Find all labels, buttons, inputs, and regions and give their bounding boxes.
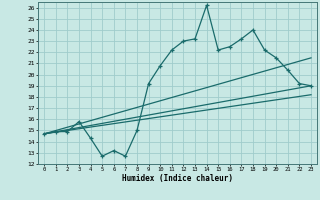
X-axis label: Humidex (Indice chaleur): Humidex (Indice chaleur) [122,174,233,183]
